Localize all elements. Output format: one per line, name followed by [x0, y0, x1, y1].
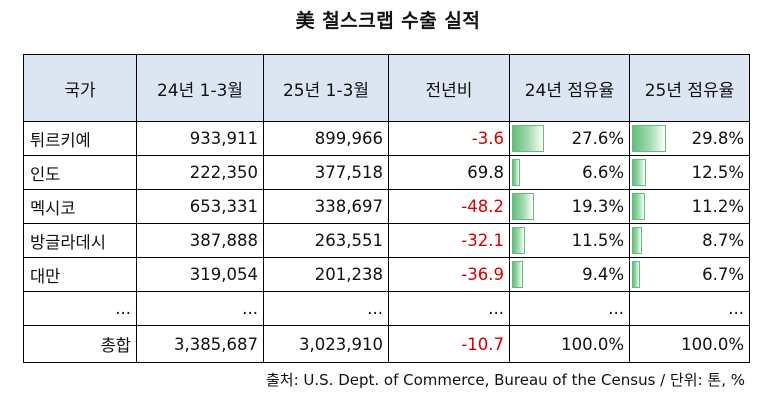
share-24-databar [512, 261, 523, 288]
page-title: 美 철스크랩 수출 실적 [295, 10, 481, 32]
table-row: 방글라데시 387,888 263,551 -32.1 11.5% 8.7% [23, 223, 750, 258]
yoy-cell: 69.8 [388, 155, 510, 190]
share-25-databar [632, 261, 640, 288]
total-share-24-cell: 100.0% [509, 325, 630, 363]
table-row: 인도 222,350 377,518 69.8 6.6% 12.5% [23, 155, 750, 190]
value-25-cell: 377,518 [263, 155, 389, 190]
yoy-cell: -48.2 [388, 189, 510, 224]
country-cell: 멕시코 [23, 189, 137, 224]
table-row: 멕시코 653,331 338,697 -48.2 19.3% 11.2% [23, 189, 750, 224]
total-24-cell: 3,385,687 [136, 325, 264, 363]
total-25-cell: 3,023,910 [263, 325, 389, 363]
share-25-value: 6.7% [702, 265, 744, 284]
ellipsis-cell: ... [629, 291, 750, 326]
country-cell: 인도 [23, 155, 137, 190]
share-24-cell: 9.4% [509, 257, 630, 292]
ellipsis-cell: ... [23, 291, 137, 326]
header-25-q1: 25년 1-3월 [263, 54, 389, 122]
share-25-databar [632, 193, 645, 220]
country-cell: 대만 [23, 257, 137, 292]
table-row: 대만 319,054 201,238 -36.9 9.4% 6.7% [23, 257, 750, 292]
share-24-value: 6.6% [582, 163, 624, 182]
share-25-cell: 8.7% [629, 223, 750, 258]
header-24-q1: 24년 1-3월 [136, 54, 264, 122]
ellipsis-cell: ... [388, 291, 510, 326]
total-share-25-cell: 100.0% [629, 325, 750, 363]
share-25-cell: 6.7% [629, 257, 750, 292]
share-24-value: 27.6% [571, 129, 624, 148]
value-25-cell: 338,697 [263, 189, 389, 224]
header-yoy: 전년비 [388, 54, 510, 122]
value-24-cell: 319,054 [136, 257, 264, 292]
value-24-cell: 653,331 [136, 189, 264, 224]
value-25-cell: 263,551 [263, 223, 389, 258]
share-25-value: 11.2% [691, 197, 744, 216]
share-24-value: 19.3% [571, 197, 624, 216]
yoy-cell: -3.6 [388, 121, 510, 156]
ellipsis-cell: ... [136, 291, 264, 326]
share-25-value: 12.5% [691, 163, 744, 182]
share-24-databar [512, 125, 544, 152]
share-24-value: 11.5% [571, 231, 624, 250]
source-note: 출처: U.S. Dept. of Commerce, Bureau of th… [265, 371, 745, 389]
share-25-cell: 12.5% [629, 155, 750, 190]
share-25-value: 29.8% [691, 129, 744, 148]
share-24-cell: 11.5% [509, 223, 630, 258]
header-share-25: 25년 점유율 [629, 54, 750, 122]
ellipsis-cell: ... [263, 291, 389, 326]
value-24-cell: 933,911 [136, 121, 264, 156]
share-25-value: 8.7% [702, 231, 744, 250]
export-table: 국가 24년 1-3월 25년 1-3월 전년비 24년 점유율 25년 점유율… [23, 54, 750, 363]
header-country: 국가 [23, 54, 137, 122]
table-row: 튀르키예 933,911 899,966 -3.6 27.6% 29.8% [23, 121, 750, 156]
yoy-cell: -32.1 [388, 223, 510, 258]
share-24-cell: 27.6% [509, 121, 630, 156]
share-24-cell: 19.3% [509, 189, 630, 224]
share-25-cell: 29.8% [629, 121, 750, 156]
share-24-databar [512, 193, 534, 220]
total-yoy-cell: -10.7 [388, 325, 510, 363]
share-24-cell: 6.6% [509, 155, 630, 190]
share-25-databar [632, 159, 646, 186]
share-24-databar [512, 227, 525, 254]
country-cell: 튀르키예 [23, 121, 137, 156]
share-25-databar [632, 227, 642, 254]
yoy-cell: -36.9 [388, 257, 510, 292]
header-row: 국가 24년 1-3월 25년 1-3월 전년비 24년 점유율 25년 점유율 [23, 54, 750, 122]
share-24-databar [512, 159, 520, 186]
share-25-cell: 11.2% [629, 189, 750, 224]
value-24-cell: 222,350 [136, 155, 264, 190]
share-24-value: 9.4% [582, 265, 624, 284]
value-25-cell: 899,966 [263, 121, 389, 156]
total-row: 총합 3,385,687 3,023,910 -10.7 100.0% 100.… [23, 325, 750, 363]
ellipsis-cell: ... [509, 291, 630, 326]
share-25-databar [632, 125, 666, 152]
country-cell: 방글라데시 [23, 223, 137, 258]
value-24-cell: 387,888 [136, 223, 264, 258]
header-share-24: 24년 점유율 [509, 54, 630, 122]
value-25-cell: 201,238 [263, 257, 389, 292]
ellipsis-row: ... ... ... ... ... ... [23, 291, 750, 326]
total-label: 총합 [23, 325, 137, 363]
